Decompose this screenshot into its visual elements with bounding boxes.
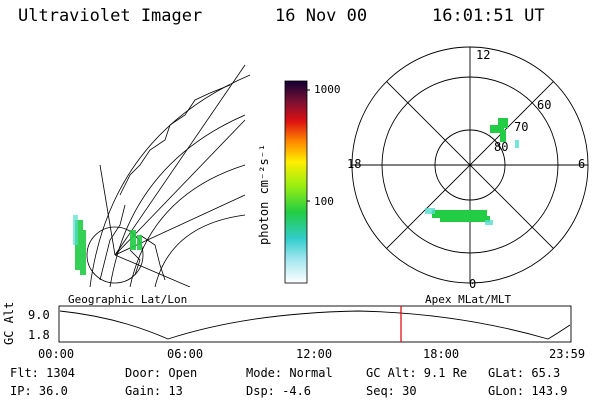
lat-arc — [154, 214, 246, 287]
date-label: 16 Nov 00 — [275, 6, 368, 26]
gain-value: Gain: 13 — [125, 384, 183, 398]
mode-status: Mode: Normal — [246, 366, 333, 380]
mlat-80-label: 80 — [494, 140, 509, 154]
timeline-tick-4: 23:59 — [549, 347, 586, 361]
timeline-tick-3: 18:00 — [423, 347, 460, 361]
coastline — [99, 84, 231, 281]
seq-value: Seq: 30 — [366, 384, 417, 398]
colorbar-tick-100: 100 — [314, 195, 334, 208]
aurora-oval — [432, 118, 508, 222]
timeline-axis-label: GC Alt — [2, 301, 16, 345]
lat-arc — [129, 164, 246, 287]
ip-value: IP: 36.0 — [10, 384, 68, 398]
altitude-timeline — [58, 305, 572, 343]
aurora-emission — [75, 220, 142, 275]
mlt-12-label: 12 — [476, 48, 491, 62]
colorbar-tick-1000: 1000 — [314, 83, 341, 96]
geographic-caption: Geographic Lat/Lon — [68, 293, 188, 306]
polar-diag — [386, 81, 554, 249]
lat-arc — [89, 74, 251, 287]
lon-line — [99, 164, 116, 256]
color-bar — [284, 80, 310, 284]
mlat-60-label: 60 — [537, 98, 552, 112]
geographic-map-panel — [73, 64, 251, 287]
timeline-ymin: 1.8 — [28, 328, 50, 342]
lon-line — [114, 194, 246, 256]
timeline-tick-0: 00:00 — [38, 347, 75, 361]
lat-arc — [109, 114, 246, 287]
apex-caption: Apex MLat/MLT — [425, 293, 512, 306]
mlt-6-label: 6 — [578, 157, 586, 171]
mlt-0-label: 0 — [469, 277, 477, 291]
timeline-ymax: 9.0 — [28, 308, 50, 322]
glat-value: GLat: 65.3 — [488, 366, 561, 380]
instrument-title: Ultraviolet Imager — [18, 6, 203, 26]
mlt-18-label: 18 — [347, 157, 362, 171]
lon-line — [114, 254, 191, 287]
gc-alt-value: GC Alt: 9.1 Re — [366, 366, 468, 380]
lon-line — [114, 119, 246, 256]
timeline-tick-1: 06:00 — [167, 347, 204, 361]
lon-line — [114, 64, 246, 256]
altitude-curve — [59, 310, 571, 340]
dsp-value: Dsp: -4.6 — [246, 384, 312, 398]
door-status: Door: Open — [125, 366, 198, 380]
time-label: 16:01:51 UT — [432, 6, 545, 26]
polar-cap-circle — [86, 226, 144, 284]
timeline-tick-2: 12:00 — [296, 347, 333, 361]
glon-value: GLon: 143.9 — [488, 384, 568, 398]
mlat-70-label: 70 — [514, 120, 529, 134]
polar-plot — [351, 46, 589, 284]
colorbar-unit-label: photon cm⁻²s⁻¹ — [257, 143, 271, 245]
flight-number: Flt: 1304 — [10, 366, 76, 380]
